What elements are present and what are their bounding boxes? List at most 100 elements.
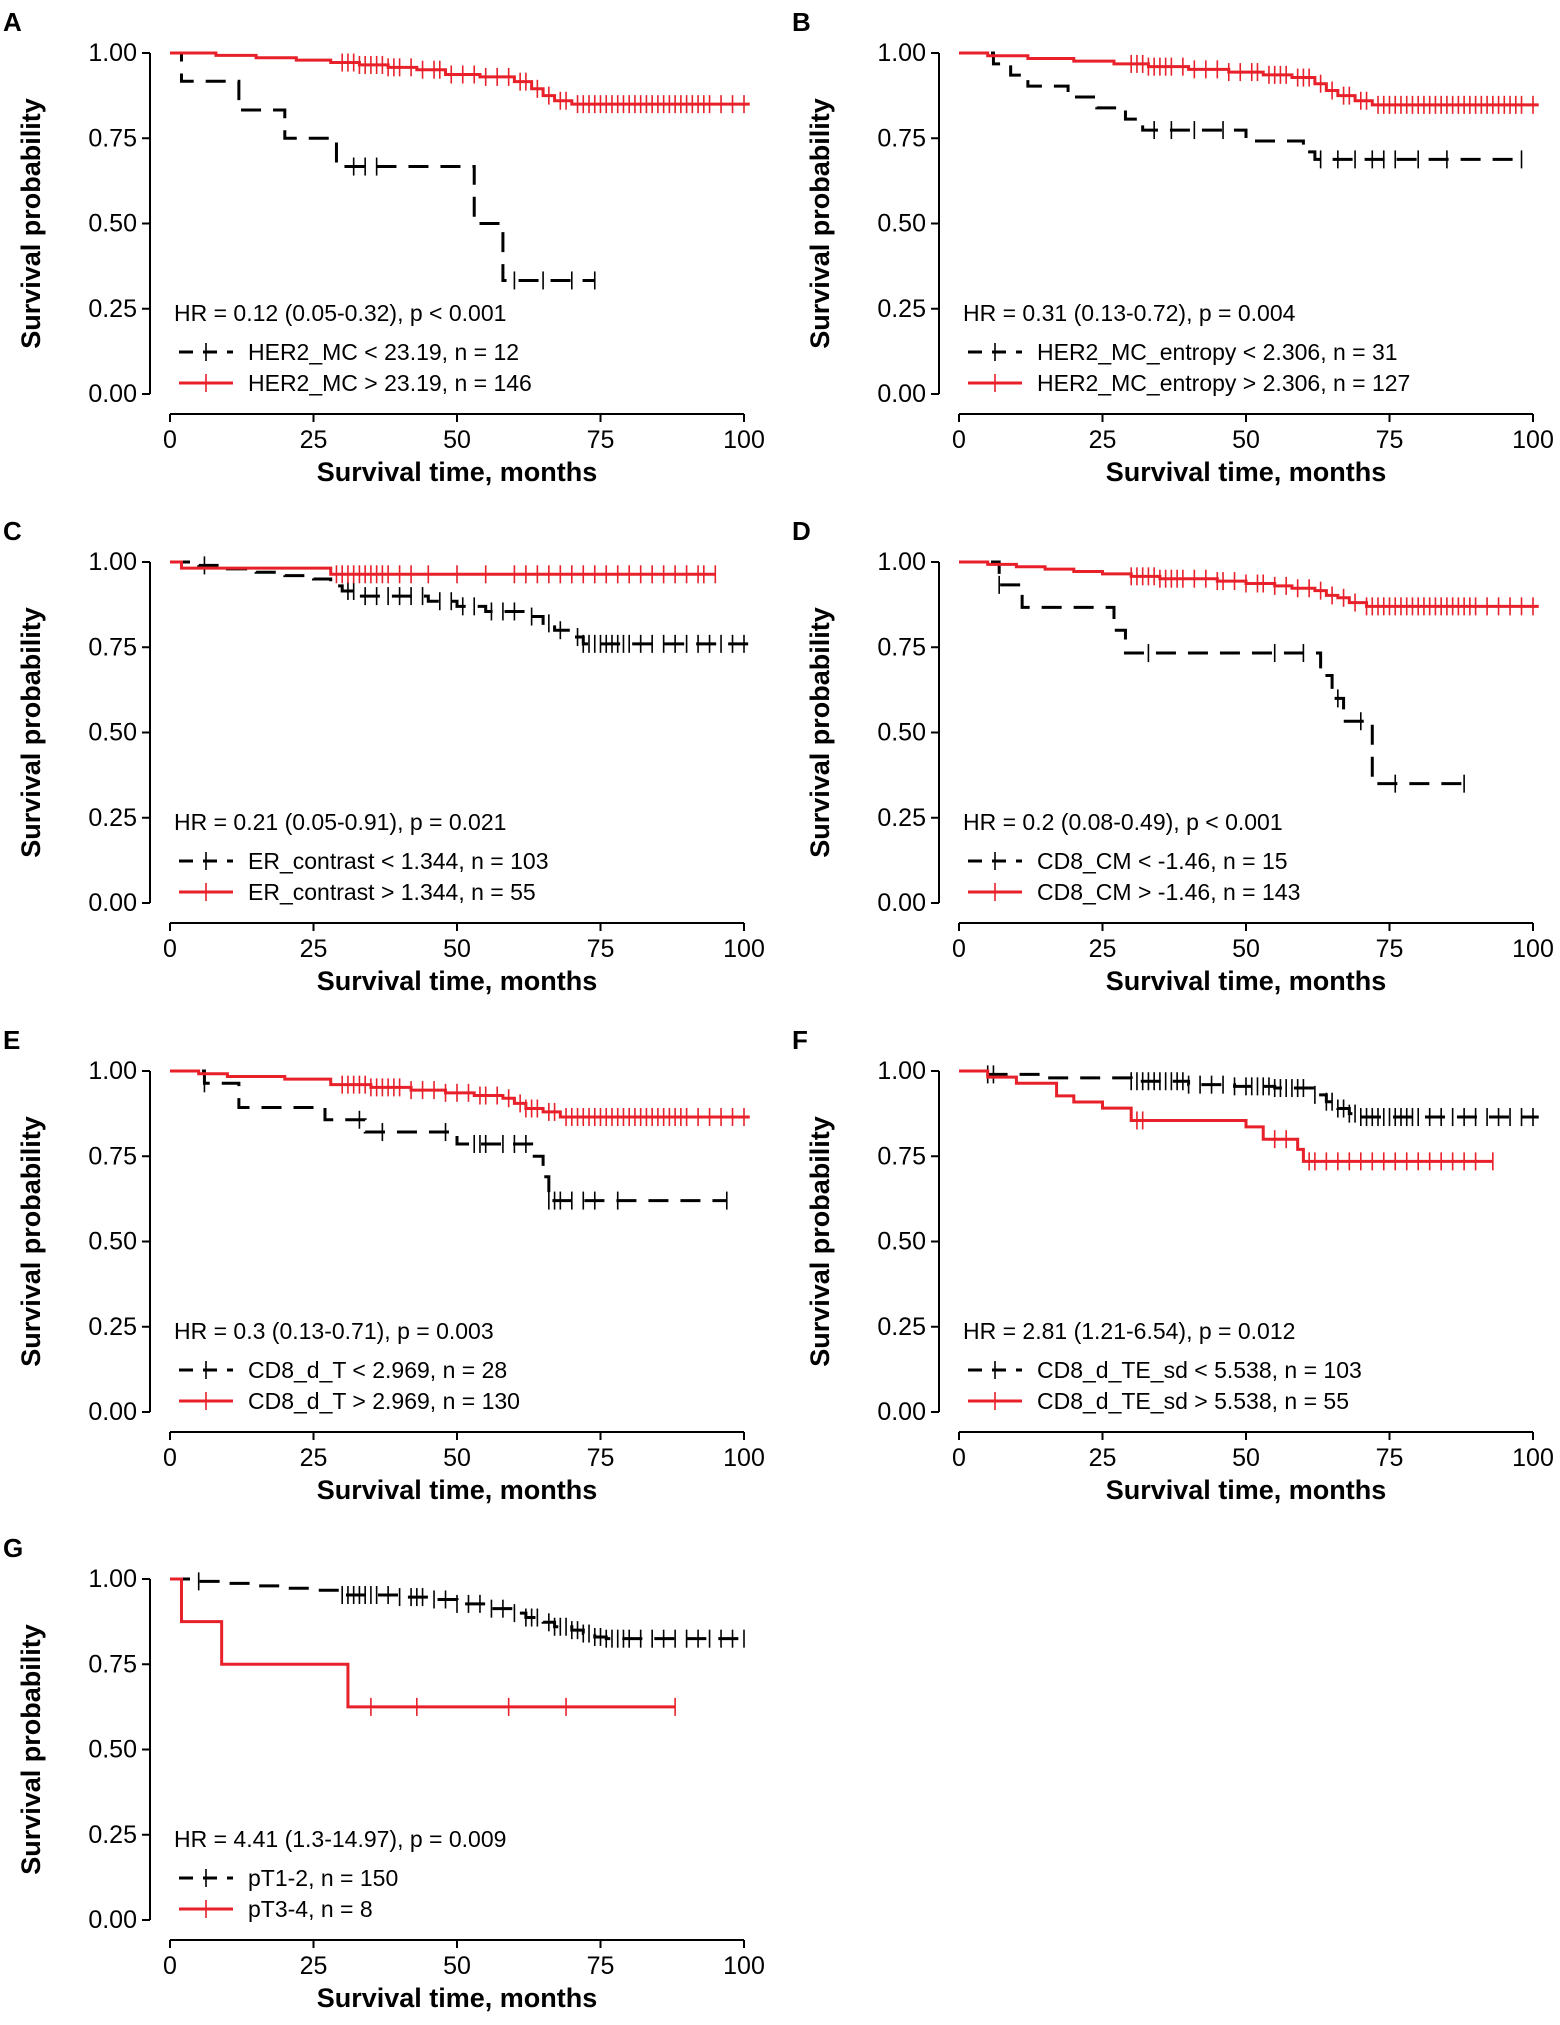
y-tick-label: 0.75 <box>877 124 926 152</box>
x-axis-title: Survival time, months <box>1106 966 1387 996</box>
legend-item: HER2_MC > 23.19, n = 146 <box>179 370 532 396</box>
panel-letter: C <box>3 516 22 546</box>
legend-label: CD8_CM > -1.46, n = 143 <box>1037 879 1300 905</box>
y-tick-label: 0.25 <box>88 1821 137 1849</box>
x-tick-label: 0 <box>163 1952 177 1980</box>
x-tick-label: 75 <box>1376 426 1404 454</box>
legend-item: pT3-4, n = 8 <box>179 1896 373 1922</box>
y-tick-label: 1.00 <box>877 39 926 67</box>
x-axis-title: Survival time, months <box>317 1983 598 2013</box>
survival-curve <box>170 1069 750 1119</box>
y-tick-label: 0.75 <box>877 633 926 661</box>
y-tick-label: 0.75 <box>88 633 137 661</box>
y-tick-label: 0.25 <box>88 295 137 323</box>
legend-label: pT3-4, n = 8 <box>248 1896 373 1922</box>
panel-letter: E <box>3 1025 20 1055</box>
series-low <box>170 51 596 290</box>
legend-label: ER_contrast < 1.344, n = 103 <box>248 848 548 874</box>
x-tick-label: 25 <box>300 935 328 963</box>
panel-e: E 0.00 0.25 0.50 0.75 1.00 0 25 50 75 100 Survival … <box>3 1025 765 1505</box>
y-tick-label: 0.75 <box>877 1142 926 1170</box>
legend-item: CD8_d_T < 2.969, n = 28 <box>179 1357 507 1383</box>
y-tick-label: 0.25 <box>877 295 926 323</box>
panel-letter: A <box>3 7 22 37</box>
x-tick-label: 0 <box>163 426 177 454</box>
survival-curve <box>959 51 1539 107</box>
legend-item: ER_contrast > 1.344, n = 55 <box>179 879 536 905</box>
panel-f: F 0.00 0.25 0.50 0.75 1.00 0 25 50 75 100 Survival … <box>792 1025 1554 1505</box>
x-tick-label: 0 <box>163 1444 177 1472</box>
series-high <box>959 1069 1494 1171</box>
legend-label: HER2_MC_entropy < 2.306, n = 31 <box>1037 339 1398 365</box>
x-tick-label: 75 <box>1376 1444 1404 1472</box>
x-axis-title: Survival time, months <box>1106 1475 1387 1505</box>
y-tick-label: 0.00 <box>88 380 137 408</box>
x-tick-label: 50 <box>443 1444 471 1472</box>
x-tick-label: 75 <box>587 1952 615 1980</box>
panel-g: G 0.00 0.25 0.50 0.75 1.00 0 25 50 75 100 Survival … <box>3 1533 765 2013</box>
legend-label: HER2_MC > 23.19, n = 146 <box>248 370 532 396</box>
y-tick-label: 0.25 <box>877 804 926 832</box>
x-tick-label: 0 <box>952 1444 966 1472</box>
y-tick-label: 1.00 <box>877 548 926 576</box>
legend-item: pT1-2, n = 150 <box>179 1865 398 1891</box>
x-axis-title: Survival time, months <box>317 457 598 487</box>
y-tick-label: 0.50 <box>88 719 137 747</box>
survival-curve <box>959 560 1465 786</box>
x-axis-title: Survival time, months <box>1106 457 1387 487</box>
x-tick-label: 100 <box>723 1952 765 1980</box>
series-high <box>170 560 717 584</box>
legend-label: CD8_d_TE_sd < 5.538, n = 103 <box>1037 1357 1362 1383</box>
x-tick-label: 50 <box>1232 935 1260 963</box>
y-tick-label: 0.00 <box>88 889 137 917</box>
legend-label: CD8_CM < -1.46, n = 15 <box>1037 848 1288 874</box>
x-tick-label: 100 <box>723 935 765 963</box>
panel-letter: F <box>792 1025 808 1055</box>
legend-item: ER_contrast < 1.344, n = 103 <box>179 848 548 874</box>
x-tick-label: 25 <box>1089 1444 1117 1472</box>
legend-item: CD8_d_T > 2.969, n = 130 <box>179 1388 520 1414</box>
legend-label: CD8_d_T > 2.969, n = 130 <box>248 1388 520 1414</box>
series-low <box>170 1572 750 1648</box>
series-low <box>170 1069 728 1210</box>
x-tick-label: 25 <box>300 1444 328 1472</box>
survival-curve <box>170 1577 750 1641</box>
hazard-ratio-text: HR = 0.31 (0.13-0.72), p = 0.004 <box>963 300 1296 326</box>
y-tick-label: 0.75 <box>88 1650 137 1678</box>
x-tick-label: 75 <box>587 935 615 963</box>
x-tick-label: 100 <box>1512 1444 1554 1472</box>
legend-label: HER2_MC_entropy > 2.306, n = 127 <box>1037 370 1410 396</box>
legend-label: CD8_d_T < 2.969, n = 28 <box>248 1357 507 1383</box>
survival-curve <box>170 51 750 106</box>
y-tick-label: 0.25 <box>88 1313 137 1341</box>
x-tick-label: 50 <box>1232 1444 1260 1472</box>
hazard-ratio-text: HR = 0.3 (0.13-0.71), p = 0.003 <box>174 1318 494 1344</box>
legend-item: CD8_CM > -1.46, n = 143 <box>968 879 1300 905</box>
x-tick-label: 0 <box>952 426 966 454</box>
legend-item: CD8_d_TE_sd < 5.538, n = 103 <box>968 1357 1362 1383</box>
survival-curve <box>959 1069 1493 1163</box>
legend-label: ER_contrast > 1.344, n = 55 <box>248 879 536 905</box>
legend-label: pT1-2, n = 150 <box>248 1865 398 1891</box>
legend-item: CD8_CM < -1.46, n = 15 <box>968 848 1288 874</box>
x-tick-label: 25 <box>1089 426 1117 454</box>
hazard-ratio-text: HR = 2.81 (1.21-6.54), p = 0.012 <box>963 1318 1295 1344</box>
y-tick-label: 0.50 <box>877 1228 926 1256</box>
y-tick-label: 0.75 <box>88 124 137 152</box>
panel-letter: D <box>792 516 811 546</box>
survival-curve <box>170 560 750 646</box>
panel-c: C 0.00 0.25 0.50 0.75 1.00 0 25 50 75 100 Survival … <box>3 516 765 996</box>
survival-curve <box>170 51 595 282</box>
survival-curve <box>959 560 1539 608</box>
y-tick-label: 0.00 <box>88 1398 137 1426</box>
hazard-ratio-text: HR = 0.21 (0.05-0.91), p = 0.021 <box>174 809 506 835</box>
series-high <box>170 51 750 114</box>
y-axis-title: Survival probability <box>805 98 835 349</box>
y-axis-title: Survival probability <box>16 1624 46 1875</box>
x-tick-label: 50 <box>1232 426 1260 454</box>
series-high <box>170 1069 750 1127</box>
legend-label: CD8_d_TE_sd > 5.538, n = 55 <box>1037 1388 1349 1414</box>
panel-b: B 0.00 0.25 0.50 0.75 1.00 0 25 50 75 100 Survival … <box>792 7 1554 487</box>
series-high <box>959 560 1539 616</box>
survival-curve <box>170 1577 676 1709</box>
